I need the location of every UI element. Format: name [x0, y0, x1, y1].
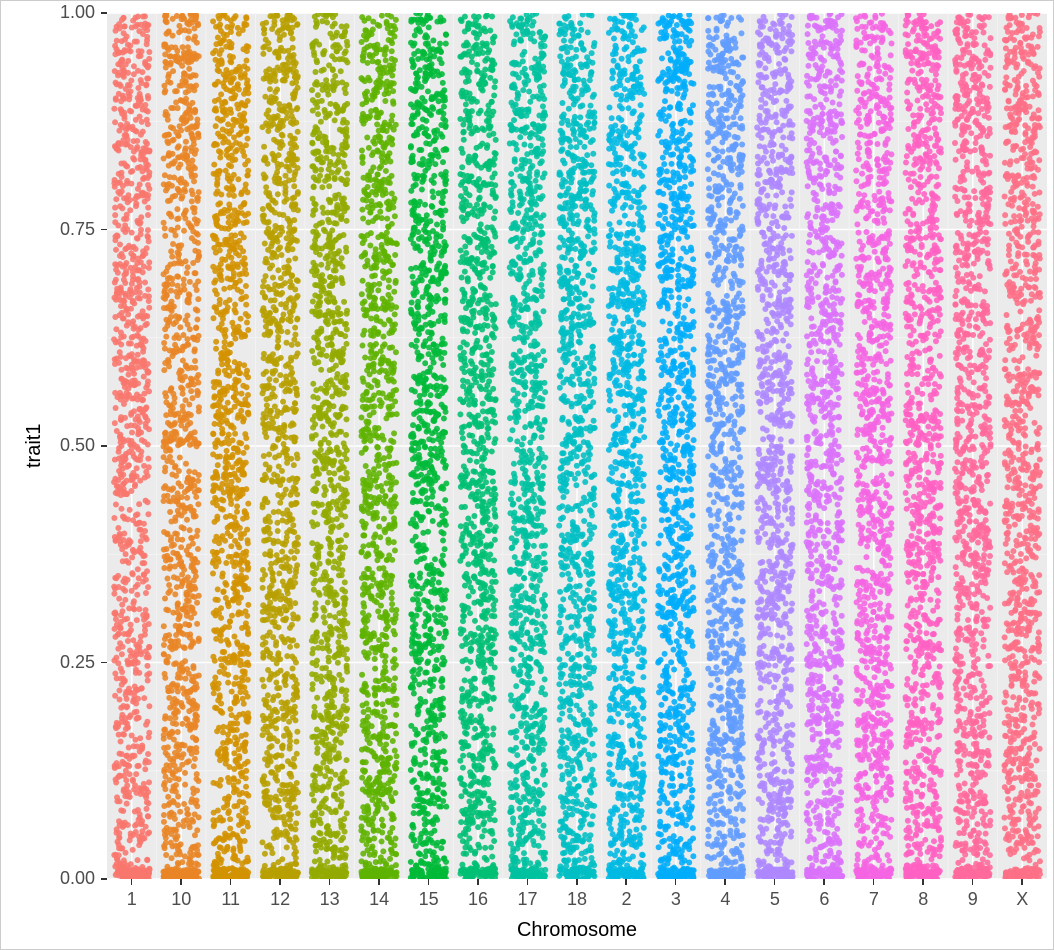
x-tick-label: 16	[458, 889, 498, 910]
y-tick-mark	[101, 12, 107, 14]
x-tick-mark	[477, 879, 479, 885]
x-tick-label: 17	[508, 889, 548, 910]
x-tick-mark	[922, 879, 924, 885]
y-tick-label: 1.00	[35, 2, 95, 23]
y-tick-label: 0.50	[35, 435, 95, 456]
x-tick-mark	[774, 879, 776, 885]
x-tick-mark	[378, 879, 380, 885]
x-tick-label: 18	[557, 889, 597, 910]
x-tick-label: X	[1002, 889, 1042, 910]
x-tick-label: 7	[854, 889, 894, 910]
plot-panel	[107, 13, 1047, 879]
x-tick-label: 11	[211, 889, 251, 910]
x-tick-mark	[972, 879, 974, 885]
x-tick-mark	[625, 879, 627, 885]
y-tick-mark	[101, 445, 107, 447]
y-tick-mark	[101, 662, 107, 664]
y-tick-label: 0.00	[35, 868, 95, 889]
x-tick-label: 14	[359, 889, 399, 910]
x-tick-mark	[428, 879, 430, 885]
x-tick-label: 3	[656, 889, 696, 910]
x-tick-mark	[230, 879, 232, 885]
x-tick-mark	[873, 879, 875, 885]
x-tick-mark	[279, 879, 281, 885]
x-tick-label: 12	[260, 889, 300, 910]
x-tick-label: 6	[804, 889, 844, 910]
x-tick-label: 15	[409, 889, 449, 910]
x-tick-label: 8	[903, 889, 943, 910]
y-tick-mark	[101, 229, 107, 231]
x-tick-mark	[527, 879, 529, 885]
chart-frame: trait1 Chromosome 0.000.250.500.751.0011…	[0, 0, 1054, 950]
x-tick-mark	[131, 879, 133, 885]
x-tick-mark	[675, 879, 677, 885]
x-tick-label: 5	[755, 889, 795, 910]
y-tick-mark	[101, 878, 107, 880]
x-tick-mark	[724, 879, 726, 885]
x-tick-label: 1	[112, 889, 152, 910]
x-tick-mark	[1021, 879, 1023, 885]
x-tick-label: 2	[606, 889, 646, 910]
y-tick-label: 0.75	[35, 219, 95, 240]
x-tick-mark	[180, 879, 182, 885]
x-tick-mark	[823, 879, 825, 885]
x-axis-title: Chromosome	[107, 919, 1047, 942]
x-tick-label: 9	[953, 889, 993, 910]
y-tick-label: 0.25	[35, 652, 95, 673]
x-tick-label: 4	[705, 889, 745, 910]
x-tick-label: 13	[310, 889, 350, 910]
x-tick-mark	[329, 879, 331, 885]
x-tick-mark	[576, 879, 578, 885]
x-tick-label: 10	[161, 889, 201, 910]
